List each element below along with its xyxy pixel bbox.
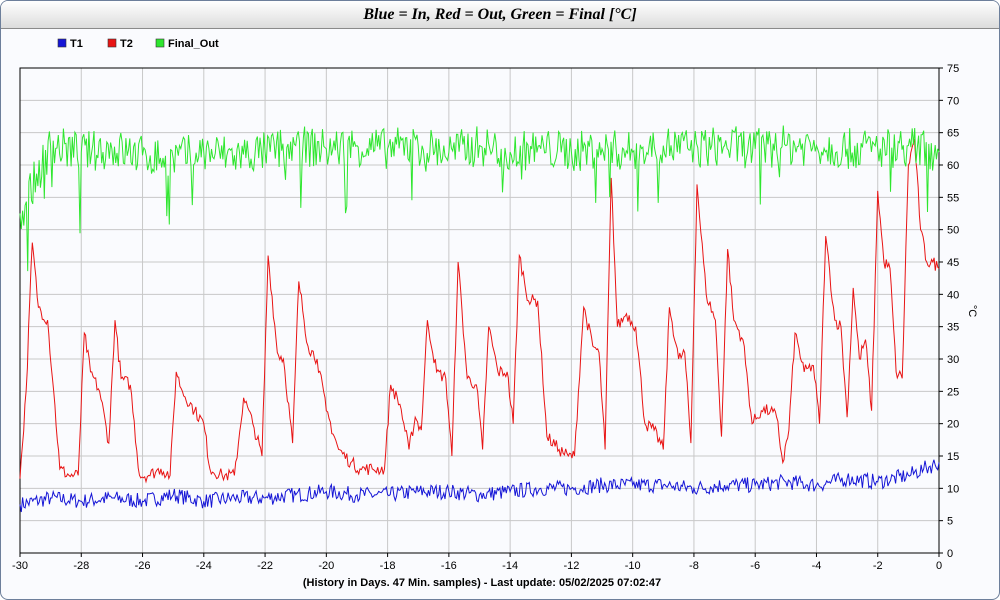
axis-ticks: 0 5 10 15 20 25 30 35 40 45 50 55 60 65 70 75 -30 -28 -26 -… [12,63,959,572]
x-tick-label: -24 [196,560,212,572]
y-tick-label: 30 [947,354,959,366]
legend-item-t1: T1 [57,38,83,50]
x-tick-label: -16 [441,560,457,572]
y-tick-label: 20 [947,419,959,431]
y-tick-label: 70 [947,95,959,107]
x-tick-label: -26 [135,560,151,572]
y-tick-label: 5 [947,516,953,528]
y-tick-label: 0 [947,548,953,560]
y-tick-label: 35 [947,322,959,334]
y-tick-label: 60 [947,160,959,172]
x-tick-label: -28 [73,560,89,572]
legend-label: T1 [70,38,83,50]
x-tick-label: -12 [563,560,579,572]
y-tick-label: 65 [947,128,959,140]
x-tick-label: -10 [625,560,641,572]
y-tick-label: 55 [947,192,959,204]
x-tick-label: -20 [318,560,334,572]
legend: T1 T2 Final_Out [57,38,219,50]
x-tick-label: -8 [689,560,699,572]
legend-label: Final_Out [168,38,219,50]
legend-swatch [107,38,117,48]
y-tick-label: 75 [947,63,959,75]
plot-area-border [19,67,940,554]
x-tick-label: -22 [257,560,273,572]
series-line-t2 [19,138,940,484]
x-tick-label: -2 [873,560,883,572]
legend-item-final_out: Final_Out [155,38,219,50]
x-tick-label: -4 [812,560,822,572]
chart-title: Blue = In, Red = Out, Green = Final [°C] [1,1,999,29]
y-tick-label: 10 [947,483,959,495]
y-tick-label: 45 [947,257,959,269]
legend-label: T2 [120,38,133,50]
x-tick-label: -30 [12,560,28,572]
y-tick-label: 40 [947,289,959,301]
series-line-t1 [19,459,940,513]
x-tick-label: -6 [750,560,760,572]
y-tick-label: 50 [947,225,959,237]
legend-swatch [155,38,165,48]
y-axis-label: °C [966,305,978,317]
y-tick-label: 25 [947,386,959,398]
series-line-final_out [19,125,940,272]
x-tick-label: -14 [502,560,518,572]
legend-swatch [57,38,67,48]
legend-item-t2: T2 [107,38,133,50]
series-layer [19,125,940,513]
y-tick-label: 15 [947,451,959,463]
x-axis-label: (History in Days. 47 Min. samples) - Las… [303,577,661,589]
x-tick-label: -18 [380,560,396,572]
x-tick-label: 0 [936,560,942,572]
